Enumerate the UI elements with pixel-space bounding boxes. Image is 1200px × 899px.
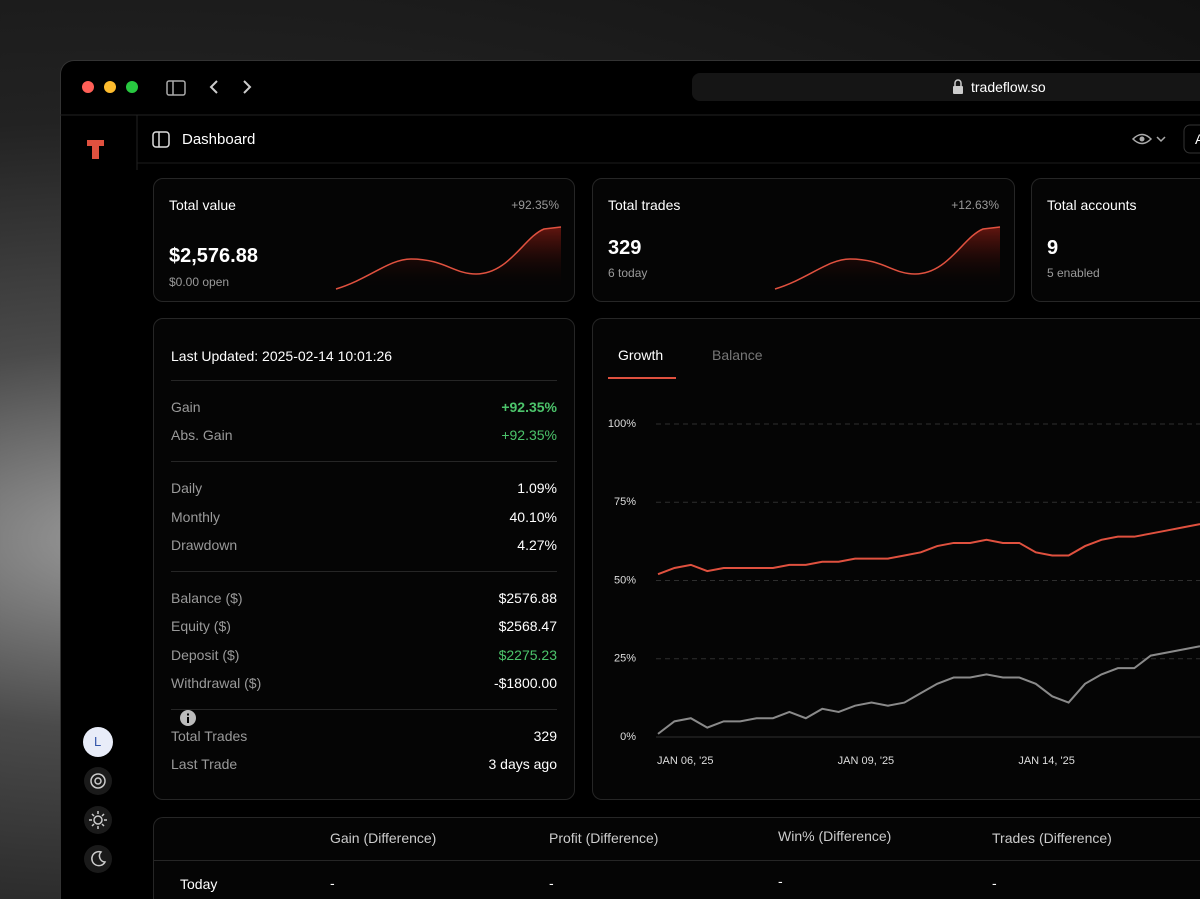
cell: - [778,873,783,889]
table-card: Gain (Difference) Profit (Difference) Win%… [153,817,1200,899]
stat-label: Balance ($) [171,590,243,606]
card-sub: $0.00 open [169,275,230,289]
column-header: Gain (Difference) [330,830,437,846]
avatar[interactable]: L [94,734,102,749]
stat-label: Last Trade [171,756,238,772]
sparkline [335,226,562,291]
tab[interactable]: Growth [618,347,664,363]
chart: 0% 25% 50% 75% 100% JAN 06, '25 JAN 09, '25 JAN… [608,418,1200,767]
tab-underline [608,377,676,379]
y-tick-label: 100% [608,418,636,430]
y-tick-label: 75% [614,496,636,508]
stat-label: Daily [171,480,203,496]
line [657,645,1200,735]
sparkline-part [335,226,562,290]
cell: - [549,875,554,891]
sparkline-part [774,226,1001,290]
stat-value: 4.27% [517,537,557,553]
stat-label: Withdrawal ($) [171,675,262,691]
tab[interactable]: Balance [712,347,763,363]
info-icon [180,710,196,726]
stat-value: 329 [533,728,557,744]
sparkline [774,226,1001,291]
stat-label: Equity ($) [171,618,231,634]
separator [171,461,557,462]
stat-value: $2568.47 [498,618,557,634]
last-updated: Last Updated: 2025-02-14 10:01:26 [171,348,393,364]
line [657,523,1200,576]
sparkline-part [775,227,1000,291]
card-change: +92.35% [511,198,559,212]
x-tick-label: JAN 09, '25 [838,755,895,767]
x-tick-label: JAN 14, '25 [1018,755,1075,767]
stat-value: 3 days ago [488,756,558,772]
y-tick-label: 0% [620,731,636,743]
sparkline-part [336,227,561,291]
stat-label: Abs. Gain [171,427,233,443]
separator [171,571,557,572]
sidebar-bottom [83,727,113,873]
card-value: $2,576.88 [169,245,258,267]
chrome-icons [60,73,1200,170]
column-header: Win% (Difference) [778,828,892,844]
stat-label: Deposit ($) [171,647,240,663]
stat-value: 1.09% [517,480,557,496]
card-sub: 6 today [608,266,648,280]
stat-value: 40.10% [509,509,557,525]
chart-card: Growth Balance 0% 25% 50% 75% 100% JAN 06, '25 J… [592,318,1200,800]
y-tick-label: 50% [614,574,636,586]
card-value: 9 [1047,237,1059,259]
card-value: 329 [608,237,642,259]
url[interactable]: tradeflow.so [971,79,1046,95]
row-label: Today [180,876,218,892]
card-title: Total value [169,197,236,213]
card-change: +12.63% [951,198,999,212]
cell: - [992,875,997,891]
page-title: Dashboard [182,131,256,148]
card-sub: 5 enabled [1047,266,1100,280]
separator [154,860,1200,861]
y-tick-label: 25% [614,653,636,665]
stat-value: $2576.88 [498,590,557,606]
column-header: Profit (Difference) [549,830,659,846]
stat-card: Total trades +12.63% 329 6 today [592,178,1015,302]
column-header: Trades (Difference) [992,830,1112,846]
stat-label: Drawdown [171,537,238,553]
stat-card: Total accounts 9 5 enabled [1031,178,1200,302]
x-tick-label: JAN 06, '25 [657,755,714,767]
stat-label: Monthly [171,509,221,525]
header-button[interactable]: A [1195,131,1200,147]
card-title: Total accounts [1047,197,1137,213]
stat-value: -$1800.00 [493,675,557,691]
separator [171,380,557,381]
stat-value: +92.35% [501,399,557,415]
card-title: Total trades [608,197,681,213]
stats-card: Last Updated: 2025-02-14 10:01:26 Gain +92… [153,318,575,800]
stat-value: $2275.23 [498,647,557,663]
stat-value: +92.35% [501,427,557,443]
stat-label: Gain [171,399,201,415]
separator [171,709,557,710]
cell: - [330,875,335,891]
stat-label: Total Trades [171,728,248,744]
stat-card: Total value +92.35% $2,576.88 $0.00 open [153,178,575,302]
